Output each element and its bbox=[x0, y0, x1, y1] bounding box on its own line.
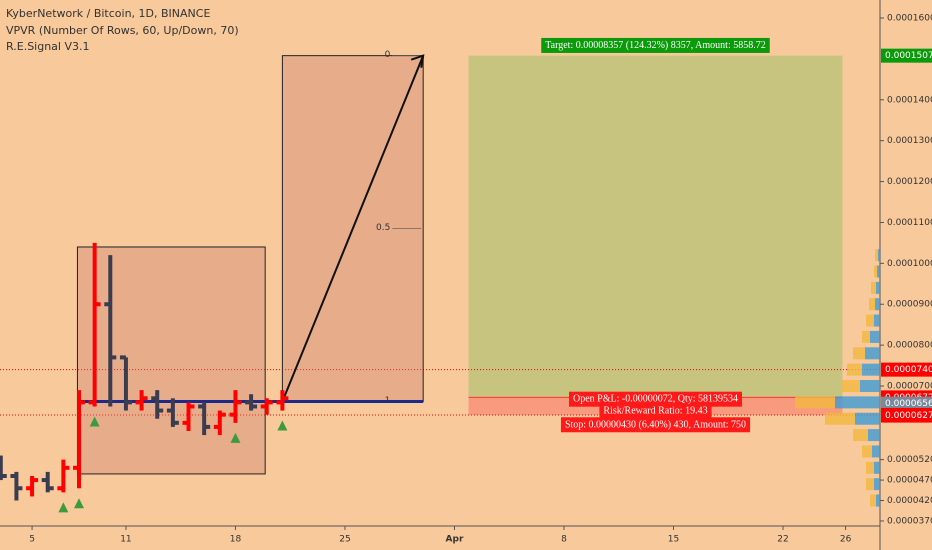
vp-down bbox=[853, 347, 865, 360]
fib-label: 0.5 bbox=[376, 223, 390, 233]
vp-down bbox=[869, 298, 875, 311]
signal bbox=[74, 498, 85, 509]
vp-up bbox=[877, 265, 880, 278]
y-tick-label: 0.00010000 bbox=[887, 259, 932, 269]
y-tick-label: 0.00003700 bbox=[887, 516, 932, 526]
vp-down bbox=[825, 412, 855, 425]
price-flag-label: 0.00007401 bbox=[885, 365, 932, 375]
vp-down bbox=[874, 265, 877, 278]
target-label: Target: 0.00008357 (124.32%) 8357, Amoun… bbox=[545, 40, 766, 51]
x-tick-label: 8 bbox=[561, 535, 567, 545]
ratio-label-box bbox=[599, 403, 712, 419]
fib-arrowhead bbox=[410, 54, 425, 68]
vp-down bbox=[847, 363, 862, 376]
vp-up bbox=[876, 281, 880, 294]
price-flag-label: 0.00015079 bbox=[885, 51, 932, 61]
pnl-label: Open P&L: -0.00000072, Qty: 58139534 bbox=[573, 394, 738, 405]
signal bbox=[230, 432, 241, 443]
y-tick-label: 0.00004200 bbox=[887, 496, 932, 506]
y-tick-label: 0.00008000 bbox=[887, 341, 932, 351]
price-flag bbox=[881, 396, 932, 411]
vp-down bbox=[875, 249, 878, 262]
vp-up bbox=[876, 494, 880, 507]
y-tick-label: 0.00016000 bbox=[887, 13, 932, 23]
ratio-label: Risk/Reward Ratio: 19.43 bbox=[603, 406, 707, 417]
chart-title: KyberNetwork / Bitcoin, 1D, BINANCE bbox=[6, 7, 210, 20]
x-tick-label: 5 bbox=[29, 535, 35, 545]
y-tick-label: 0.00009000 bbox=[887, 300, 932, 310]
fib-arrow bbox=[281, 55, 425, 402]
vp-up bbox=[872, 445, 880, 458]
indicator-label: VPVR (Number Of Rows, 60, Up/Down, 70) bbox=[6, 24, 239, 37]
x-tick-label: 15 bbox=[668, 535, 679, 545]
vp-up bbox=[878, 249, 880, 262]
vp-down bbox=[871, 281, 876, 294]
vp-up bbox=[865, 347, 880, 360]
y-tick-label: 0.00014000 bbox=[887, 95, 932, 105]
stop-label-box bbox=[560, 417, 751, 433]
vp-down bbox=[862, 445, 872, 458]
vp-up bbox=[860, 380, 880, 393]
vp-up bbox=[874, 461, 880, 474]
target-zone bbox=[468, 55, 843, 398]
y-tick-label: 0.00004700 bbox=[887, 476, 932, 486]
vp-up bbox=[862, 363, 880, 376]
x-tick-label: 11 bbox=[120, 535, 131, 545]
indicator-label: R.E.Signal V3.1 bbox=[6, 40, 90, 53]
vp-up bbox=[874, 478, 880, 491]
price-flag-label: 0.00006568 bbox=[885, 399, 932, 409]
y-tick-label: 0.00007000 bbox=[887, 382, 932, 392]
vp-down bbox=[866, 461, 874, 474]
price-flag bbox=[881, 362, 932, 377]
y-tick-label: 0.00005200 bbox=[887, 455, 932, 465]
vp-up bbox=[870, 330, 880, 343]
x-tick-label: 25 bbox=[339, 535, 350, 545]
x-tick-label: 18 bbox=[230, 535, 242, 545]
vp-down bbox=[862, 330, 870, 343]
vp-down bbox=[795, 396, 835, 409]
stop-label: Stop: 0.00000430 (6.40%) 430, Amount: 75… bbox=[565, 419, 746, 430]
price-flag bbox=[881, 408, 932, 423]
x-tick-label: 26 bbox=[840, 535, 852, 545]
vp-up bbox=[835, 396, 880, 409]
fib-label: 0 bbox=[385, 50, 391, 60]
signal bbox=[89, 416, 100, 427]
vp-down bbox=[842, 380, 860, 393]
signal bbox=[58, 502, 69, 513]
price-flag bbox=[881, 48, 932, 63]
vp-up bbox=[855, 412, 880, 425]
vp-up bbox=[874, 314, 880, 327]
y-tick-label: 0.00013000 bbox=[887, 136, 932, 146]
x-tick-label: 22 bbox=[777, 535, 788, 545]
pnl-label-box bbox=[569, 391, 743, 407]
vp-down bbox=[870, 494, 876, 507]
price-flag-label: 0.00006277 bbox=[885, 411, 932, 421]
signal bbox=[277, 420, 288, 431]
vp-down bbox=[866, 314, 874, 327]
vp-down bbox=[853, 429, 868, 442]
y-tick-label: 0.00012000 bbox=[887, 177, 932, 187]
vp-down bbox=[866, 478, 874, 491]
vp-up bbox=[875, 298, 880, 311]
vp-up bbox=[868, 429, 880, 442]
target-label-box bbox=[541, 37, 770, 53]
x-tick-label: Apr bbox=[446, 535, 464, 545]
y-tick-label: 0.00011000 bbox=[887, 218, 932, 228]
